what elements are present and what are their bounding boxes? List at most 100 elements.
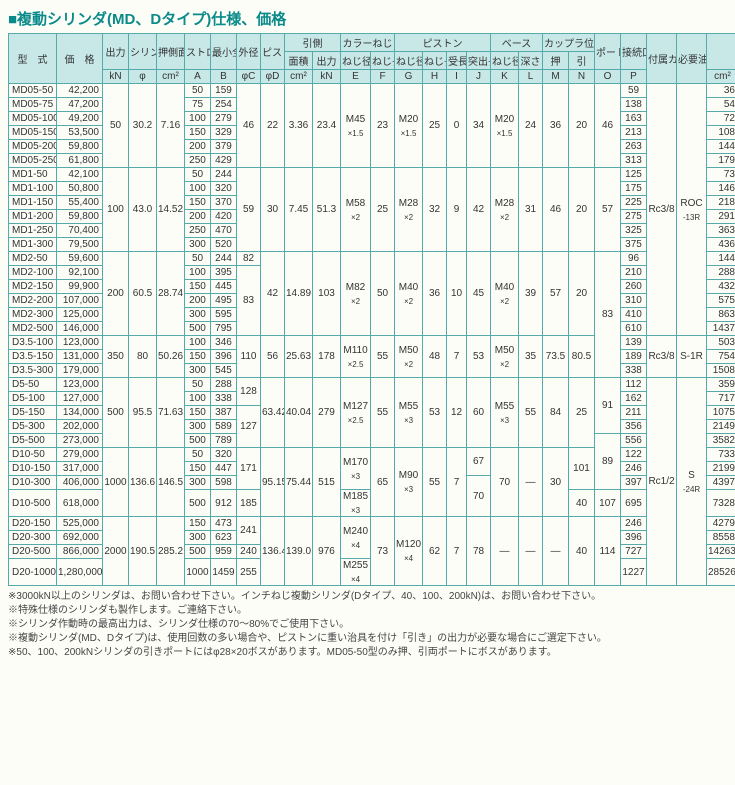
cell: 47,200 xyxy=(57,98,103,112)
cell: MD1-100 xyxy=(9,182,57,196)
cell: 75 xyxy=(185,98,211,112)
cell: 179 xyxy=(707,154,735,168)
cell: 95.5 xyxy=(129,378,157,448)
cell: 50 xyxy=(185,168,211,182)
cell: 55 xyxy=(519,378,543,448)
unit-cell: L xyxy=(519,70,543,84)
cell: 139 xyxy=(621,336,647,350)
cell: 150 xyxy=(185,462,211,476)
unit-cell: E xyxy=(341,70,371,84)
cell: 100 xyxy=(103,168,129,252)
cell: MD1-300 xyxy=(9,238,57,252)
cell: 136.4 xyxy=(261,517,285,586)
cell: 3582 xyxy=(707,434,735,448)
cell: MD2-150 xyxy=(9,280,57,294)
cell: 285.2 xyxy=(157,517,185,586)
cell: 125,000 xyxy=(57,308,103,322)
cell: 190.5 xyxy=(129,517,157,586)
cell: 42,200 xyxy=(57,84,103,98)
cell: MD1-200 xyxy=(9,210,57,224)
cell: 107 xyxy=(595,490,621,517)
cell: D5-300 xyxy=(9,420,57,434)
cell: 244 xyxy=(211,168,237,182)
unit-cell: A xyxy=(185,70,211,84)
cell: 379 xyxy=(211,140,237,154)
cell: 23 xyxy=(371,84,395,168)
cell: 7328 xyxy=(707,490,735,517)
cell: 313 xyxy=(621,154,647,168)
cell: 610 xyxy=(621,322,647,336)
cell: 2149 xyxy=(707,420,735,434)
cell: 395 xyxy=(211,266,237,280)
h-pusharea: 押側面積 xyxy=(157,34,185,70)
cell: 61,800 xyxy=(57,154,103,168)
cell: 100 xyxy=(185,182,211,196)
cell: D5-500 xyxy=(9,434,57,448)
cell: 359 xyxy=(707,378,735,392)
cell: MD2-200 xyxy=(9,294,57,308)
cell: 250 xyxy=(185,224,211,238)
cell: S-24R xyxy=(677,378,707,586)
cell: 92,100 xyxy=(57,266,103,280)
cell: 131,000 xyxy=(57,350,103,364)
cell: 55 xyxy=(423,448,447,517)
cell: 4279 xyxy=(707,517,735,531)
h-bore: シリンダ内径 xyxy=(129,34,157,70)
cell: M45×1.5 xyxy=(341,84,371,168)
cell: D10-150 xyxy=(9,462,57,476)
cell: 338 xyxy=(211,392,237,406)
cell: 263 xyxy=(621,140,647,154)
cell: 7 xyxy=(447,336,467,378)
cell: 200 xyxy=(103,252,129,336)
cell: 1508 xyxy=(707,364,735,378)
cell: 42,100 xyxy=(57,168,103,182)
cell: 70,400 xyxy=(57,224,103,238)
cell: 84 xyxy=(543,378,569,448)
cell: 10 xyxy=(447,252,467,336)
cell: 545 xyxy=(211,364,237,378)
cell: 300 xyxy=(185,420,211,434)
h-oil xyxy=(707,34,735,70)
cell: 35 xyxy=(519,336,543,378)
cell: 70 xyxy=(467,476,491,517)
cell: M50×2 xyxy=(491,336,519,378)
cell: 500 xyxy=(185,490,211,517)
h-pull-out: 出力 xyxy=(313,52,341,70)
h-piston: ピストン xyxy=(395,34,491,52)
cell: 225 xyxy=(621,196,647,210)
h-portdist: ポート間距離 xyxy=(595,34,621,70)
cell: 556 xyxy=(621,434,647,448)
cell: Rc3/8 xyxy=(647,336,677,378)
cell: 406,000 xyxy=(57,476,103,490)
cell: D3.5-150 xyxy=(9,350,57,364)
cell: 275 xyxy=(621,210,647,224)
cell: 100 xyxy=(185,392,211,406)
cell: 1437 xyxy=(707,322,735,336)
cell: 12 xyxy=(447,378,467,448)
footnote-line: ※3000kN以上のシリンダは、お問い合わせ下さい。インチねじ複動シリンダ(Dタ… xyxy=(8,590,727,604)
unit-cell: I xyxy=(447,70,467,84)
cell: Rc3/8 xyxy=(647,84,677,336)
cell: D20-500 xyxy=(9,545,57,559)
h-base: ベース xyxy=(491,34,543,52)
cell: 73.5 xyxy=(543,336,569,378)
cell: 40.04 xyxy=(285,378,313,448)
cell: 127,000 xyxy=(57,392,103,406)
cell: 50,800 xyxy=(57,182,103,196)
cell: 144 xyxy=(707,252,735,266)
cell: 396 xyxy=(211,350,237,364)
cell: S-1R xyxy=(677,336,707,378)
table-row: D3.5-100123,0003508050.261003461105625.6… xyxy=(9,336,735,350)
cell: 356 xyxy=(621,420,647,434)
cell: 65 xyxy=(371,448,395,517)
cell: 500 xyxy=(185,434,211,448)
cell: 350 xyxy=(103,336,129,378)
cell: M28×2 xyxy=(491,168,519,252)
cell: 62 xyxy=(423,517,447,586)
cell: 30 xyxy=(543,448,569,517)
cell: 595 xyxy=(211,308,237,322)
cell: 370 xyxy=(211,196,237,210)
cell: 25 xyxy=(569,378,595,448)
cell: 1000 xyxy=(103,448,129,517)
unit-cell: F xyxy=(371,70,395,84)
